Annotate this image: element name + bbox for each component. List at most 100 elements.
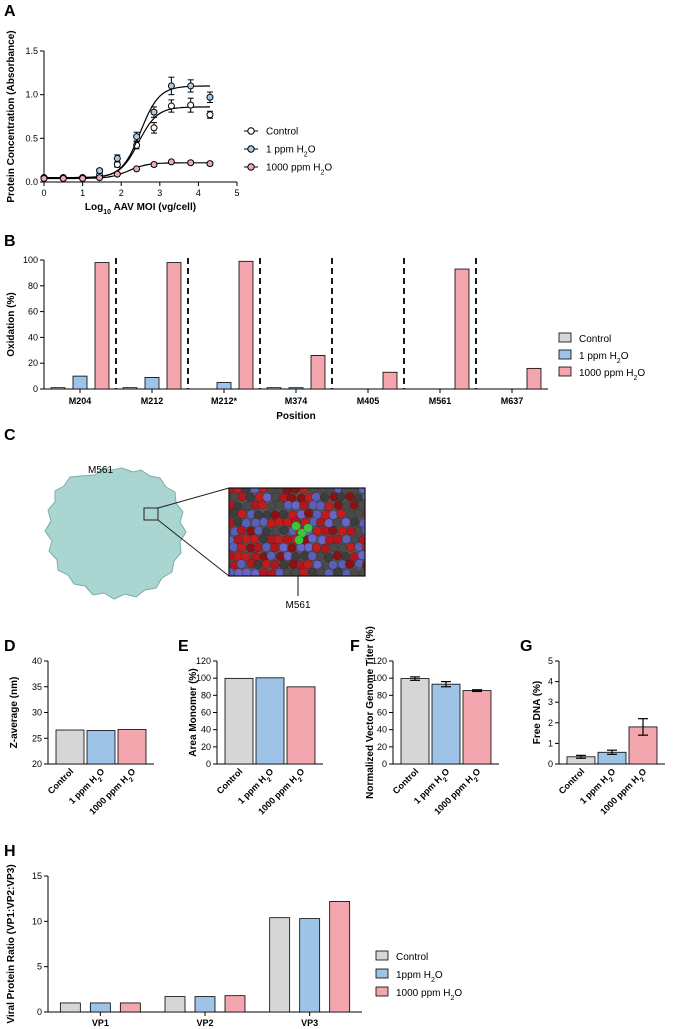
zoom-atom	[315, 551, 326, 561]
panel-e-y-tick-label: 0	[206, 759, 211, 769]
zoom-atom	[282, 535, 292, 545]
panel-h-legend-swatch	[375, 950, 389, 961]
zoom-atom	[337, 543, 348, 553]
panel-a-y-label: Protein Concentration (Absorbance)	[6, 30, 17, 202]
panel-a-x-label: Log10 AAV MOI (vg/cell)	[85, 202, 196, 216]
zoom-atom	[229, 492, 239, 502]
panel-b-bar-ppm1000	[94, 262, 110, 390]
zoom-atom	[261, 559, 271, 569]
zoom-atom	[241, 534, 252, 544]
zoom-atom	[328, 526, 338, 536]
panel-g-y-tick-label: 3	[548, 697, 553, 707]
zoom-atom	[349, 517, 360, 527]
zoom-atom	[325, 488, 335, 494]
panel-f-y-tick-label: 0	[382, 759, 387, 769]
panel-b-bar-ppm1000	[526, 367, 542, 390]
chart-layer: 0.0 0.5 1.0 1.5 0 1 2 3 4 5 Log10 AAV MOI (vg/cell…	[6, 30, 665, 1028]
panel-label-f: F	[350, 638, 360, 655]
panel-b-legend-swatch	[558, 332, 572, 343]
zoom-atom	[233, 517, 243, 527]
zoom-atom	[361, 525, 365, 535]
panel-a-point-ppm1000	[113, 170, 121, 178]
zoom-atom	[361, 560, 365, 570]
panel-h-y-tick-label: 15	[32, 871, 42, 881]
panel-b-bar-ppm1000	[238, 260, 254, 390]
zoom-atom	[307, 533, 317, 543]
panel-b-legend-label: Control	[579, 334, 611, 345]
zoom-atom	[324, 518, 334, 528]
zoom-atom	[279, 542, 289, 552]
zoom-atom	[233, 501, 243, 511]
panel-a-y-tick-label: 1.5	[25, 46, 38, 56]
panel-b-category-label: M212*	[211, 396, 238, 406]
m561-top-label: M561	[88, 465, 113, 476]
panel-d-category-label: 1000 ppm H2O	[87, 766, 140, 819]
panel-h-legend-label: Control	[396, 952, 428, 963]
panel-a-y-tick-label: 1.0	[25, 90, 38, 100]
zoom-atom	[333, 500, 343, 511]
panel-f-bar-control	[400, 678, 430, 765]
panel-b-bar-ppm1000	[310, 355, 326, 390]
panel-d-y-tick-label: 20	[32, 759, 42, 769]
panel-h-bar-ppm1	[194, 996, 216, 1013]
zoom-atom	[316, 567, 326, 576]
zoom-atom	[332, 518, 342, 528]
zoom-atom	[354, 508, 364, 519]
panel-a-point-ppm1	[113, 154, 121, 162]
zoom-inset-frame	[228, 487, 366, 577]
panel-h-y-tick-label: 0	[37, 1007, 42, 1017]
panel-f-y-tick-label: 40	[377, 725, 387, 735]
zoom-atom	[349, 568, 360, 576]
panel-a-legend-label: Control	[266, 127, 298, 138]
capsid-texture	[45, 468, 186, 599]
zoom-atom	[340, 488, 350, 495]
panel-d-y-tick-label: 40	[32, 656, 42, 666]
zoom-atom	[233, 488, 243, 494]
panel-e-category-label: Control	[215, 766, 245, 796]
zoom-atom	[266, 488, 276, 494]
panel-a-x-tick-label: 4	[196, 188, 201, 198]
panel-a-point-control	[113, 161, 121, 169]
zoom-atom	[279, 525, 289, 535]
panel-label-c: C	[4, 427, 16, 444]
panel-e-bar-control	[224, 677, 254, 765]
panel-a-point-ppm1000	[167, 158, 175, 166]
zoom-atom	[253, 560, 263, 570]
panel-g-y-tick-label: 2	[548, 718, 553, 728]
panel-b-bar-ppm1	[144, 376, 160, 390]
zoom-atom	[237, 492, 247, 502]
panel-f-category-label: Control	[391, 766, 421, 796]
zoom-atom	[249, 534, 260, 544]
zoom-atom	[307, 551, 317, 561]
zoom-atom	[229, 551, 235, 561]
panel-b-chart: 0 20 40 60 80 100 Oxidation (%) M204 M212 M212* M3…	[6, 255, 645, 422]
panel-d-bar-ppm1	[86, 730, 116, 765]
panel-b-category-label: M637	[501, 396, 524, 406]
panel-b-y-tick-label: 40	[28, 332, 38, 342]
zoom-atom	[267, 501, 277, 512]
zoom-atom	[345, 559, 355, 569]
zoom-atom	[333, 567, 343, 576]
panel-b-bar-control	[122, 387, 138, 390]
zoom-atom	[250, 488, 260, 494]
zoom-atom	[257, 500, 267, 510]
panel-e-y-tick-label: 20	[201, 742, 211, 752]
panel-a-point-ppm1000	[96, 174, 104, 182]
panel-b-y-tick-label: 100	[23, 255, 38, 265]
panel-b-legend-swatch	[558, 349, 572, 360]
panel-e-y-tick-label: 100	[196, 673, 211, 683]
panel-g-y-label: Free DNA (%)	[532, 681, 543, 745]
panel-a-point-control	[167, 102, 175, 110]
zoom-atom	[336, 509, 346, 519]
panel-e-category-label: 1000 ppm H2O	[256, 766, 309, 819]
capsid-illustration: M561 M561	[44, 465, 366, 611]
m561-bottom-label: M561	[285, 600, 310, 611]
panel-b-bar-ppm1000	[382, 371, 398, 390]
panel-b-legend-label: 1 ppm H2O	[579, 351, 629, 365]
panel-h-chart: 0 5 10 15 Viral Protein Ratio (VP1:VP2:VP3) V…	[6, 864, 462, 1028]
panel-d-y-tick-label: 30	[32, 708, 42, 718]
panel-g-category-label: 1000 ppm H2O	[598, 766, 651, 819]
panel-a-point-ppm1000	[79, 175, 87, 183]
zoom-atom	[361, 542, 365, 552]
